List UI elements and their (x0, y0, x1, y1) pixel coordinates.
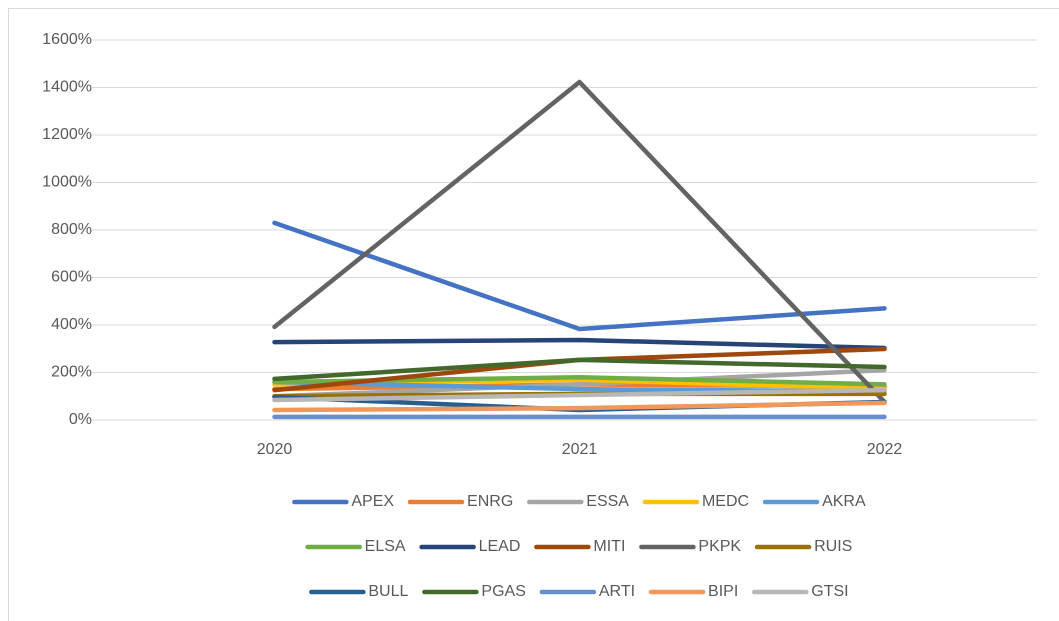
legend-label: PGAS (481, 583, 525, 600)
legend-label: ENRG (467, 493, 513, 510)
y-tick-label: 1400% (42, 79, 92, 96)
x-tick-label: 2020 (257, 441, 293, 458)
legend-label: LEAD (479, 538, 521, 555)
y-tick-label: 200% (51, 364, 92, 381)
chart-frame (8, 8, 1059, 621)
legend-label: ESSA (586, 493, 629, 510)
series-line (272, 337, 887, 351)
legend-row: ELSA LEAD MITI PKPK RUIS (305, 538, 852, 555)
x-tick-label: 2021 (562, 441, 598, 458)
legend-label: GTSI (811, 583, 848, 600)
legend-label: MITI (593, 538, 625, 555)
y-tick-label: 0% (69, 411, 92, 428)
series-line (272, 79, 887, 405)
legend-label: BULL (368, 583, 408, 600)
series-line (272, 220, 887, 332)
legend-label: RUIS (814, 538, 852, 555)
series-line (272, 387, 887, 403)
y-tick-label: 1000% (42, 174, 92, 191)
y-tick-label: 400% (51, 316, 92, 333)
y-tick-label: 800% (51, 221, 92, 238)
legend-label: APEX (351, 493, 394, 510)
series-line (272, 367, 887, 399)
legend-label: ELSA (365, 538, 406, 555)
legend-label: ARTI (599, 583, 635, 600)
y-tick-label: 1600% (42, 31, 92, 48)
legend-label: PKPK (698, 538, 741, 555)
y-tick-label: 1200% (42, 126, 92, 143)
series-line (272, 400, 887, 413)
y-tick-label: 600% (51, 269, 92, 286)
legend-label: BIPI (708, 583, 738, 600)
legend-row: APEX ENRG ESSA MEDC AKRA (292, 493, 866, 510)
legend-row: BULL PGAS ARTI BIPI GTSI (309, 583, 849, 600)
legend-label: AKRA (822, 493, 866, 510)
series-line (272, 357, 887, 382)
x-tick-label: 2022 (867, 441, 903, 458)
legend-label: MEDC (702, 493, 749, 510)
